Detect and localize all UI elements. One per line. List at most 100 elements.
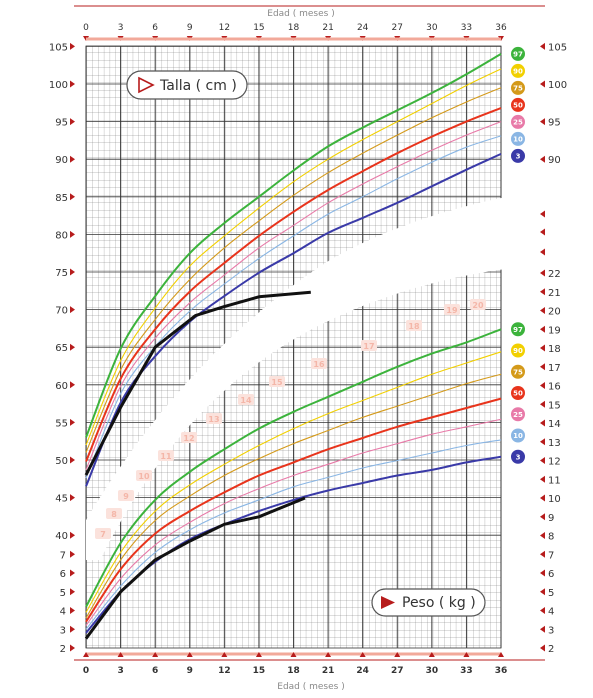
weight-band-label: 16 <box>313 360 325 369</box>
height-tick-label-left: 55 <box>55 418 68 429</box>
top-tick-label: 33 <box>461 23 472 33</box>
height-tick-marker-left <box>70 456 75 464</box>
weight-badge-label: 25 <box>513 411 523 419</box>
weight-band-label-bg <box>206 413 222 424</box>
weight-band-label-bg <box>106 508 122 519</box>
bottom-tick-marker <box>152 652 159 657</box>
weight-tick-marker-right <box>540 625 545 633</box>
bottom-tick-label: 12 <box>218 666 231 676</box>
weight-tick-marker-right <box>540 400 545 408</box>
weight-tick-marker-right <box>540 438 545 446</box>
bottom-tick-marker <box>255 652 262 657</box>
separator-band <box>86 190 545 560</box>
top-tick-label: 36 <box>495 23 507 33</box>
top-tick-label: 3 <box>118 23 124 33</box>
weight-tick-label-left: 4 <box>60 607 66 618</box>
bottom-tick-label: 6 <box>152 666 158 676</box>
top-tick-label: 9 <box>187 23 193 33</box>
height-badge-circle <box>511 97 525 112</box>
height-tick-label-left: 90 <box>55 155 68 166</box>
top-axis-title: Edad ( meses ) <box>267 9 334 19</box>
weight-badge-circle <box>511 407 525 422</box>
height-tick-marker-left <box>70 494 75 502</box>
weight-tick-label-left: 3 <box>60 625 66 636</box>
bottom-tick-marker <box>359 652 366 657</box>
height-tick-marker-left <box>70 42 75 50</box>
weight-curve-p10 <box>85 439 502 630</box>
left-weight-ticks: 2 3 4 5 6 7 <box>60 550 75 655</box>
play-outline-icon <box>138 76 155 94</box>
extra-marker <box>540 210 545 218</box>
height-badge-label: 90 <box>513 67 523 75</box>
height-badge-label: 50 <box>513 101 523 109</box>
height-tick-marker-left <box>70 531 75 539</box>
weight-band-label: 18 <box>408 322 420 331</box>
top-tick-label: 30 <box>426 23 438 33</box>
bottom-tick-marker <box>290 652 297 657</box>
weight-tick-label-right: 4 <box>548 607 554 618</box>
height-tick-marker-left <box>70 155 75 163</box>
height-tick-label-left: 50 <box>55 456 68 467</box>
height-tick-label-left: 80 <box>55 230 68 241</box>
height-curve-p25 <box>85 121 502 471</box>
height-curve-p97 <box>85 53 502 438</box>
height-tick-marker-left <box>70 193 75 201</box>
weight-band-label-bg <box>311 358 327 369</box>
weight-curve-p97 <box>85 328 502 608</box>
height-tick-label-left: 65 <box>55 343 68 354</box>
weight-tick-marker-right <box>540 550 545 558</box>
bottom-tick-label: 3 <box>117 666 123 676</box>
weight-badge-label: 75 <box>513 368 523 376</box>
height-badge-circle <box>511 80 525 95</box>
right-weight-ticks: 2 3 4 5 6 7 8 9 10 11 12 13 14 15 16 17 18 19 20 21 22 <box>540 269 561 655</box>
weight-tick-marker-right <box>540 494 545 502</box>
height-badge-circle <box>511 148 525 163</box>
bottom-tick-label: 36 <box>495 666 508 676</box>
height-tick-label-right: 95 <box>548 118 561 129</box>
weight-tick-marker-right <box>540 513 545 521</box>
weight-tick-marker-right <box>540 269 545 277</box>
weight-tick-marker-right <box>540 644 545 652</box>
height-tick-label-left: 105 <box>49 42 68 53</box>
height-tick-label-left: 60 <box>55 381 68 392</box>
height-badge-circle <box>511 46 525 61</box>
weight-badge-circle <box>511 449 525 464</box>
weight-band-label: 12 <box>183 434 194 443</box>
weight-band-label-bg <box>361 340 377 351</box>
weight-curve-p75 <box>85 373 502 619</box>
weight-tick-label-right: 2 <box>548 644 554 655</box>
weight-tick-label-right: 22 <box>548 269 561 280</box>
weight-band-label: 14 <box>240 396 252 405</box>
weight-band-label: 20 <box>472 301 484 310</box>
height-tick-label-left: 70 <box>55 306 68 317</box>
height-tick-marker-left <box>70 268 75 276</box>
weight-band-label-bg <box>238 394 254 405</box>
weight-tick-marker-right <box>540 532 545 539</box>
extra-marker <box>540 228 545 236</box>
top-tick-label: 24 <box>357 23 369 33</box>
weight-tick-label-right: 14 <box>548 419 561 430</box>
weight-band-label: 15 <box>271 378 283 387</box>
weight-tick-label-right: 18 <box>548 344 561 355</box>
weight-badge-label: 97 <box>513 326 523 334</box>
weight-curve-p90 <box>85 351 502 613</box>
weight-tick-marker-left <box>70 644 75 652</box>
weight-band-label: 11 <box>160 452 172 461</box>
weight-band-label-bg <box>470 299 486 310</box>
weight-badge-label: 3 <box>516 453 521 461</box>
top-tick-label: 12 <box>219 23 230 33</box>
bottom-tick-label: 27 <box>391 666 404 676</box>
bottom-tick-label: 21 <box>322 666 335 676</box>
height-tick-marker-left <box>70 343 75 351</box>
top-tick-label: 21 <box>322 23 333 33</box>
weight-badge-circle <box>511 343 525 358</box>
bottom-axis-title: Edad ( meses ) <box>277 682 344 692</box>
weight-tick-label-right: 6 <box>548 569 554 580</box>
weight-tick-label-right: 15 <box>548 400 561 411</box>
weight-badge-circle <box>511 386 525 400</box>
bottom-tick-label: 30 <box>426 666 439 676</box>
top-tick-label: 18 <box>288 23 300 33</box>
height-tick-marker-right <box>540 80 545 88</box>
height-tick-marker-left <box>70 80 75 88</box>
